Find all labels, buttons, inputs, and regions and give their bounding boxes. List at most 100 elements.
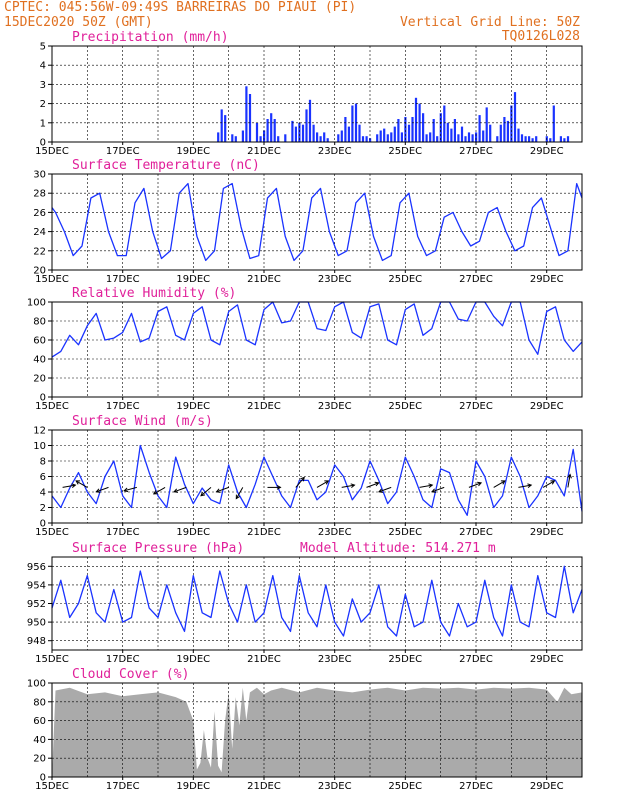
cloud-ytick-label: 60 bbox=[33, 716, 46, 727]
wind-arrow bbox=[96, 486, 109, 493]
precip-bar bbox=[379, 130, 382, 142]
precip-ytick-label: 4 bbox=[40, 61, 46, 72]
precip-bar bbox=[337, 134, 340, 142]
wind-ytick-label: 10 bbox=[33, 441, 46, 452]
wind-arrow bbox=[493, 480, 506, 488]
precip-bar bbox=[234, 136, 237, 142]
cloud-xtick-label: 19DEC bbox=[176, 781, 210, 792]
precip-bar bbox=[248, 94, 252, 142]
rh-ytick-label: 20 bbox=[33, 374, 46, 385]
cloud-xtick-label: 23DEC bbox=[318, 781, 352, 792]
wind-xtick-label: 25DEC bbox=[388, 527, 422, 538]
precip-bar bbox=[361, 136, 365, 142]
precip-bar bbox=[266, 119, 269, 142]
wind-arrow-head bbox=[500, 480, 506, 485]
precip-bar bbox=[319, 136, 322, 142]
rh-xtick-label: 25DEC bbox=[388, 401, 422, 412]
temp-xtick-label: 23DEC bbox=[318, 274, 352, 285]
precip-bar bbox=[506, 120, 509, 142]
header-station: CPTEC: 045:56W-09:49S BARREIRAS DO PIAUI… bbox=[4, 0, 356, 15]
wind-arrow bbox=[518, 484, 532, 488]
precip-bar bbox=[422, 113, 425, 142]
precip-bar bbox=[291, 120, 294, 142]
precip-bar bbox=[531, 138, 534, 142]
rh-ytick-label: 100 bbox=[27, 298, 46, 309]
wind-arrow bbox=[173, 486, 187, 493]
cloud-ytick-label: 80 bbox=[33, 697, 46, 708]
precip-bar bbox=[344, 117, 347, 142]
precip-bar bbox=[301, 124, 305, 142]
precip-xtick-label: 17DEC bbox=[106, 146, 140, 157]
wind-arrow-head bbox=[152, 490, 158, 495]
precip-xtick-label: 23DEC bbox=[318, 146, 352, 157]
wind-arrow-head bbox=[527, 483, 533, 488]
precip-bar bbox=[457, 134, 460, 142]
rh-frame bbox=[51, 301, 583, 398]
wind-arrow bbox=[419, 484, 433, 488]
wind-line bbox=[51, 444, 583, 516]
pressure-ytick-label: 954 bbox=[27, 580, 46, 591]
wind-arrow-head bbox=[324, 480, 330, 485]
wind-arrow bbox=[341, 484, 355, 488]
precip-bar bbox=[284, 134, 287, 142]
rh-ytick-label: 60 bbox=[33, 336, 46, 347]
rh-xtick-label: 15DEC bbox=[35, 401, 69, 412]
header-model-id: TQ0126L028 bbox=[502, 29, 580, 44]
header-grid-note: Vertical Grid Line: 50Z bbox=[400, 15, 580, 30]
rh-ytick-label: 0 bbox=[40, 393, 46, 404]
wind-arrow bbox=[567, 474, 571, 488]
pressure-xtick-label: 23DEC bbox=[318, 654, 352, 665]
precip-bar bbox=[369, 138, 372, 142]
pressure-ytick-label: 956 bbox=[27, 562, 46, 573]
cloud-xtick-label: 21DEC bbox=[247, 781, 281, 792]
temp-ytick-label: 30 bbox=[33, 170, 46, 181]
precip-bar bbox=[217, 132, 220, 142]
precip-bar bbox=[475, 132, 478, 142]
precip-bar bbox=[273, 119, 276, 142]
temp-ytick-label: 26 bbox=[33, 208, 46, 219]
precip-bar bbox=[418, 103, 421, 142]
precip-bar bbox=[255, 122, 259, 142]
pressure-xtick-label: 21DEC bbox=[247, 654, 281, 665]
wind-arrow-head bbox=[378, 488, 383, 493]
rh-xtick-label: 21DEC bbox=[247, 401, 281, 412]
wind-arrow bbox=[62, 484, 76, 488]
precip-bar bbox=[478, 115, 481, 142]
precip-bar bbox=[414, 97, 418, 142]
precip-bar bbox=[460, 126, 464, 142]
precip-ytick-label: 2 bbox=[40, 99, 46, 110]
wind-title: Surface Wind (m/s) bbox=[72, 414, 213, 429]
wind-ytick-label: 4 bbox=[40, 488, 46, 499]
wind-arrow-head bbox=[567, 473, 572, 479]
precip-bar bbox=[404, 117, 407, 142]
cloud-ytick-label: 40 bbox=[33, 735, 46, 746]
wind-arrow-head bbox=[374, 481, 380, 487]
rh-xtick-label: 27DEC bbox=[459, 401, 493, 412]
wind-arrow-head bbox=[350, 483, 356, 488]
temp-frame bbox=[51, 173, 583, 271]
precip-bar bbox=[245, 86, 248, 142]
pressure-ytick-label: 948 bbox=[27, 636, 46, 647]
temp-xtick-label: 25DEC bbox=[388, 274, 422, 285]
precip-bar bbox=[358, 124, 361, 142]
temp-ytick-label: 28 bbox=[33, 189, 46, 200]
wind-xtick-label: 15DEC bbox=[35, 527, 69, 538]
temp-xtick-label: 29DEC bbox=[530, 274, 564, 285]
wind-arrow bbox=[542, 480, 555, 488]
precip-bar bbox=[566, 136, 570, 142]
precip-bar bbox=[294, 126, 297, 142]
wind-arrow-head bbox=[550, 480, 556, 485]
precip-bar bbox=[397, 119, 400, 142]
wind-arrow-head bbox=[173, 488, 179, 493]
wind-arrow-head bbox=[276, 484, 282, 490]
precip-ytick-label: 5 bbox=[40, 42, 46, 53]
wind-arrow-head bbox=[75, 480, 81, 485]
precip-bar bbox=[277, 136, 280, 142]
wind-arrow bbox=[316, 480, 329, 488]
wind-arrow-head bbox=[95, 488, 101, 493]
precip-bar bbox=[390, 132, 393, 142]
wind-xtick-label: 29DEC bbox=[530, 527, 564, 538]
wind-ytick-label: 8 bbox=[40, 457, 46, 468]
wind-xtick-label: 19DEC bbox=[176, 527, 210, 538]
